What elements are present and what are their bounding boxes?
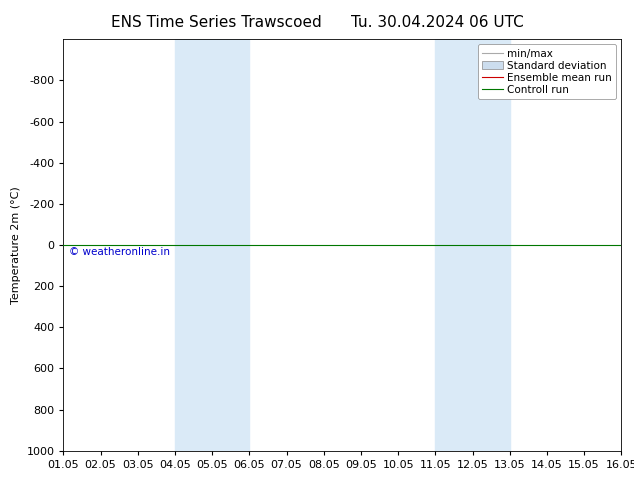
- Text: ENS Time Series Trawscoed      Tu. 30.04.2024 06 UTC: ENS Time Series Trawscoed Tu. 30.04.2024…: [110, 15, 524, 30]
- Y-axis label: Temperature 2m (°C): Temperature 2m (°C): [11, 186, 21, 304]
- Legend: min/max, Standard deviation, Ensemble mean run, Controll run: min/max, Standard deviation, Ensemble me…: [478, 45, 616, 99]
- Bar: [436, 39, 510, 451]
- Text: © weatheronline.in: © weatheronline.in: [69, 247, 170, 257]
- Bar: [175, 39, 249, 451]
